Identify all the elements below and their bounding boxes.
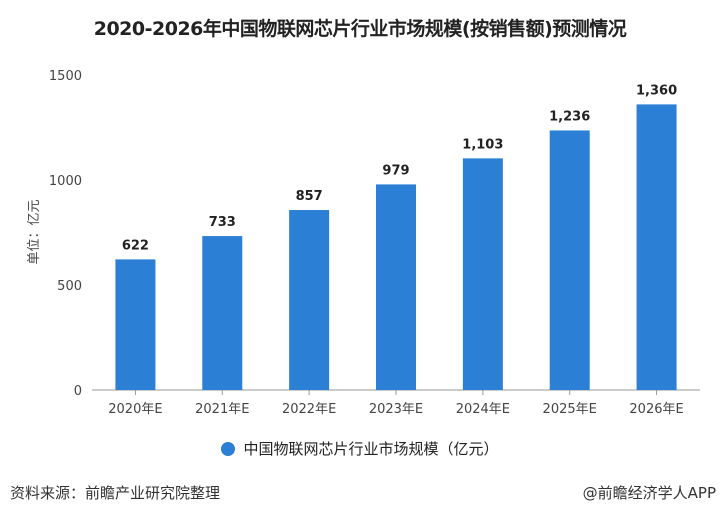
chart-title: 2020-2026年中国物联网芯片行业市场规模(按销售额)预测情况	[93, 18, 627, 40]
bar	[376, 184, 416, 390]
legend: 中国物联网芯片行业市场规模（亿元）	[0, 438, 720, 459]
data-label: 1,360	[636, 83, 677, 98]
x-tick-label: 2023年E	[369, 402, 423, 417]
x-tick-label: 2021年E	[195, 402, 249, 417]
x-tick-label: 2022年E	[282, 402, 336, 417]
y-tick-label: 1000	[49, 174, 82, 189]
x-tick-label: 2020年E	[108, 402, 162, 417]
bar	[636, 104, 677, 391]
y-tick-label: 1500	[49, 69, 82, 84]
y-axis-label: 单位：亿元	[27, 199, 42, 264]
bar	[289, 210, 330, 390]
bar	[115, 259, 156, 390]
source-note: 资料来源：前瞻产业研究院整理	[10, 484, 221, 502]
y-tick-label: 500	[57, 279, 82, 294]
legend-marker	[221, 442, 236, 456]
legend-label: 中国物联网芯片行业市场规模（亿元）	[243, 440, 499, 458]
credit: @前瞻经济学人APP	[582, 484, 716, 502]
bar	[202, 236, 243, 390]
data-label: 622	[122, 238, 149, 253]
bar	[549, 130, 590, 390]
x-tick-label: 2025年E	[543, 402, 597, 417]
y-tick-label: 0	[74, 384, 82, 399]
data-label: 857	[296, 189, 323, 204]
data-label: 1,236	[549, 109, 590, 124]
x-tick-label: 2026年E	[629, 402, 683, 417]
data-label: 1,103	[462, 137, 503, 152]
x-tick-label: 2024年E	[456, 402, 510, 417]
bar	[462, 158, 503, 390]
data-label: 733	[209, 215, 236, 230]
data-label: 979	[382, 163, 409, 178]
